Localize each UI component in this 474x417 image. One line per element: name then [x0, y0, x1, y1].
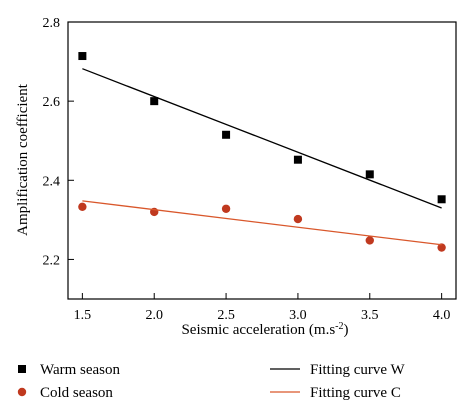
warm-season-point	[78, 52, 87, 61]
legend-cold-season-swatch	[17, 387, 27, 397]
x-axis-label: Seismic acceleration (m.s-2)	[181, 321, 348, 339]
x-axis-label-main: Seismic acceleration (m.s	[181, 322, 335, 338]
cold-season-point	[437, 243, 446, 252]
cold-season-point	[78, 202, 87, 211]
legend-warm-season-label: Warm season	[40, 362, 121, 378]
warm-season-point	[222, 130, 231, 139]
fitting-curve-c-line	[82, 200, 442, 246]
cold-season-point	[365, 236, 374, 245]
y-tick-label: 2.4	[43, 174, 61, 189]
axis-ticks	[68, 21, 443, 299]
warm-season-point	[150, 97, 159, 106]
warm-season-point	[437, 195, 446, 204]
legend: Warm season Cold season Fitting curve W Fit…	[17, 362, 406, 401]
legend-warm-season-swatch	[18, 365, 26, 373]
warm-season-point	[293, 155, 302, 164]
x-tick-label: 3.0	[289, 308, 307, 323]
fitting-curve-w-line	[82, 68, 442, 209]
cold-season-point	[293, 214, 303, 224]
series-layer	[78, 52, 446, 252]
y-tick-label: 2.8	[43, 16, 61, 31]
y-tick-label: 2.2	[43, 253, 61, 268]
legend-cold-season-label: Cold season	[40, 385, 113, 401]
tick-labels: 1.5 2.0 2.5 3.0 3.5 4.0 2.2 2.4 2.6 2.8	[43, 16, 451, 323]
x-tick-label: 4.0	[433, 308, 451, 323]
y-tick-label: 2.6	[43, 95, 61, 110]
warm-season-point	[365, 170, 374, 179]
x-tick-label: 3.5	[361, 308, 379, 323]
cold-season-point	[221, 204, 231, 213]
legend-fitting-curve-w-label: Fitting curve W	[310, 362, 406, 378]
x-axis-label-superscript: -2	[335, 321, 343, 332]
y-axis-label: Amplification coefficient	[15, 83, 31, 236]
x-tick-label: 2.0	[145, 308, 163, 323]
x-tick-label: 2.5	[217, 308, 235, 323]
legend-fitting-curve-c-label: Fitting curve C	[310, 385, 401, 401]
x-axis-label-end: )	[344, 322, 349, 338]
plot-frame	[67, 21, 457, 300]
x-tick-label: 1.5	[74, 308, 92, 323]
